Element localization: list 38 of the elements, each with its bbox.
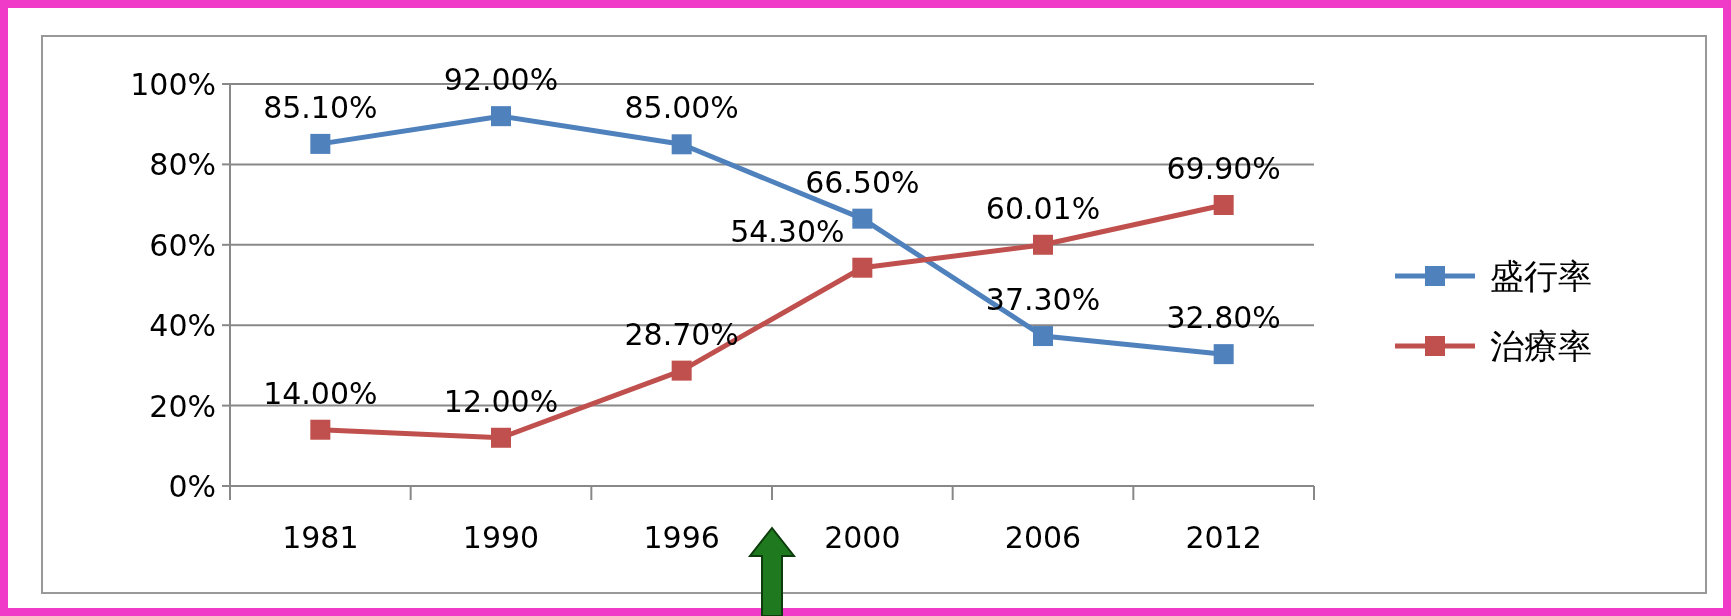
x-tick-label: 2012 bbox=[1185, 520, 1262, 555]
point bbox=[671, 134, 692, 155]
data-label: 54.30% bbox=[730, 213, 845, 249]
legend-label: 盛行率 bbox=[1490, 256, 1592, 296]
legend-label: 治療率 bbox=[1490, 326, 1592, 366]
point bbox=[1033, 234, 1053, 255]
point bbox=[671, 360, 692, 381]
y-tick-label: 20% bbox=[149, 388, 216, 424]
data-label: 32.80% bbox=[1166, 300, 1281, 336]
y-tick-label: 60% bbox=[149, 227, 216, 263]
y-tick-label: 0% bbox=[168, 469, 216, 504]
x-tick-label: 1981 bbox=[282, 520, 359, 555]
data-label: 12.00% bbox=[443, 383, 559, 419]
x-tick-label: 1990 bbox=[462, 520, 540, 555]
data-label: 66.50% bbox=[805, 164, 920, 200]
data-label: 37.30% bbox=[985, 282, 1101, 318]
point bbox=[1033, 326, 1053, 347]
data-label: 60.01% bbox=[985, 190, 1101, 226]
point bbox=[491, 106, 511, 127]
point bbox=[852, 257, 873, 278]
y-tick-label: 40% bbox=[149, 308, 216, 344]
y-tick-label: 100% bbox=[130, 67, 216, 102]
y-tick-label: 80% bbox=[149, 147, 216, 183]
data-label: 92.00% bbox=[443, 62, 559, 98]
point bbox=[310, 419, 331, 440]
point bbox=[1213, 344, 1234, 365]
data-label: 28.70% bbox=[624, 316, 739, 352]
point bbox=[852, 208, 873, 229]
data-label: 85.10% bbox=[263, 89, 378, 125]
data-label: 85.00% bbox=[624, 90, 739, 126]
x-tick-label: 1996 bbox=[643, 520, 720, 555]
point bbox=[310, 133, 331, 154]
point bbox=[491, 427, 511, 448]
data-label: 14.00% bbox=[263, 375, 378, 411]
data-label: 69.90% bbox=[1166, 151, 1281, 186]
x-tick-label: 2006 bbox=[1004, 520, 1082, 555]
x-tick-label: 2000 bbox=[824, 520, 901, 555]
point bbox=[1213, 195, 1234, 215]
